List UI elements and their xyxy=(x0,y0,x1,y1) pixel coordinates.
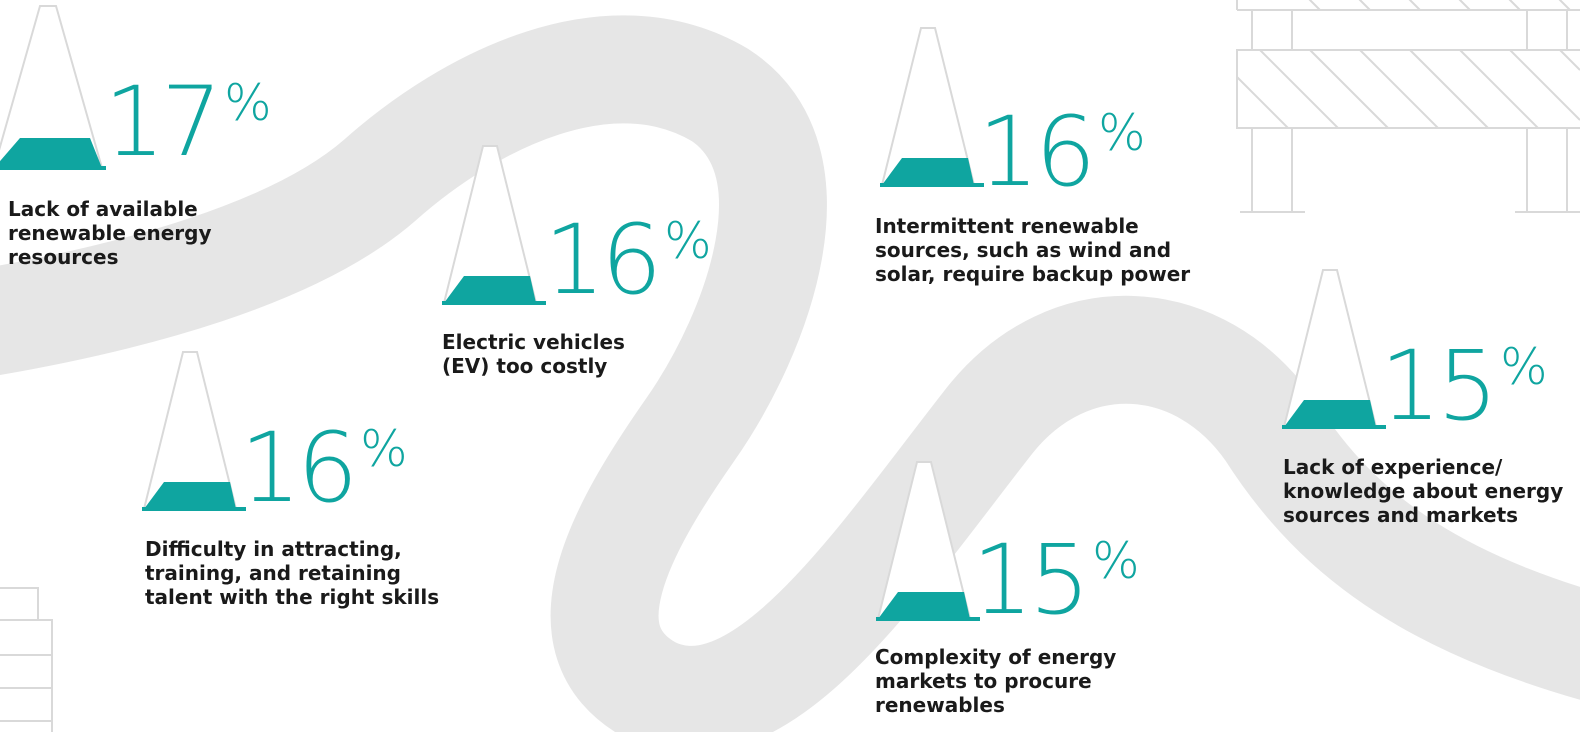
stat-value: 16 xyxy=(978,96,1096,208)
stat-value: 15 xyxy=(972,524,1090,636)
stat-percentage: 17% xyxy=(104,74,272,170)
traffic-cone-icon xyxy=(0,5,106,170)
percent-sign: % xyxy=(664,212,712,270)
stat-value: 16 xyxy=(240,412,358,524)
stat-percentage: 16% xyxy=(240,420,408,516)
percent-sign: % xyxy=(224,74,272,132)
traffic-cone-icon xyxy=(876,461,980,621)
percent-sign: % xyxy=(360,420,408,478)
percent-sign: % xyxy=(1500,338,1548,396)
road-sign-icon xyxy=(0,587,53,732)
road-barrier-icon xyxy=(1236,0,1580,213)
stat-percentage: 15% xyxy=(972,532,1140,628)
stat-percentage: 16% xyxy=(978,104,1146,200)
percent-sign: % xyxy=(1098,104,1146,162)
stat-percentage: 16% xyxy=(544,212,712,308)
stat-value: 17 xyxy=(104,66,222,178)
stat-value: 16 xyxy=(544,204,662,316)
stat-label: Electric vehicles (EV) too costly xyxy=(442,330,625,378)
stat-label: Lack of available renewable energy resou… xyxy=(8,197,212,269)
stat-label: Complexity of energy markets to procure … xyxy=(875,645,1117,717)
winding-road xyxy=(0,15,1580,732)
traffic-cone-icon xyxy=(442,145,546,305)
stat-label: Lack of experience/ knowledge about ener… xyxy=(1283,455,1564,527)
traffic-cone-icon xyxy=(880,27,984,187)
traffic-cone-icon xyxy=(1282,269,1386,429)
percent-sign: % xyxy=(1092,532,1140,590)
stat-percentage: 15% xyxy=(1380,338,1548,434)
traffic-cone-icon xyxy=(142,351,246,511)
stat-label: Intermittent renewable sources, such as … xyxy=(875,214,1191,286)
stat-value: 15 xyxy=(1380,330,1498,442)
stat-label: Difficulty in attracting, training, and … xyxy=(145,537,440,609)
